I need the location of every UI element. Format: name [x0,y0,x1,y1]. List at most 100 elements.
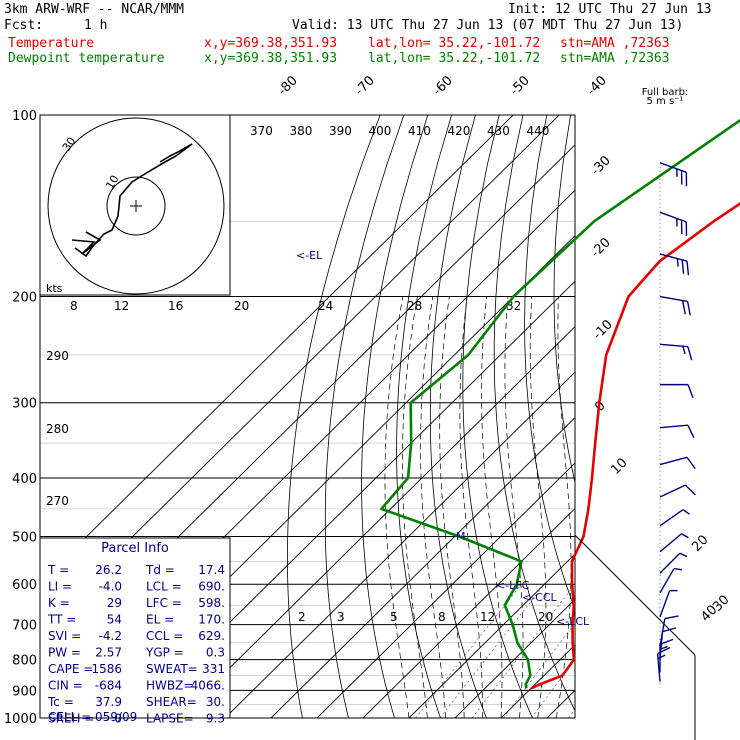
plot-frame [39,114,576,719]
valid-time: Valid: 13 UTC Thu 27 Jun 13 (07 MDT Thu … [292,18,684,33]
parcel-value: 26.2 [95,563,122,577]
isotherm-line [270,416,575,718]
mixing-ratio-label: 3 [337,610,345,624]
parcel-cell: CELL = 059/09 [48,710,137,724]
pressure-label-800: 800 [12,654,37,669]
dry-adiabat [524,115,575,611]
mixing-ratio-label: 32 [506,299,521,313]
dewpoint-latlon: lat,lon= 35.22,-101.72 [368,51,541,66]
ccl-annotation: <-CCL [522,591,558,604]
theta-label: 290 [46,349,69,363]
el-annotation: <-EL [296,249,323,262]
pressure-label-100: 100 [12,109,37,124]
mixing-ratio-label: 12 [480,610,495,624]
isotherm-line [132,280,575,718]
moist-adiabat [420,296,447,718]
parcel-value: 2.57 [95,646,122,660]
mixing-ratio-line [415,584,522,718]
theta-e-label: 410 [408,124,431,138]
mixing-ratio-label: 16 [168,299,183,313]
wind-barb [659,589,678,618]
wind-barb [659,638,674,673]
mixing-ratio-line [605,584,700,718]
pressure-label-400: 400 [12,472,37,487]
parcel-value: 4066. [191,679,225,693]
hodograph-ring [47,117,225,295]
mixing-ratio-label: 12 [114,299,129,313]
moist-adiabat [593,297,629,719]
parcel-info-title: Parcel Info [101,541,169,556]
temperature-xy: x,y=369.38,351.93 [204,36,338,51]
dewpoint-profile [380,118,740,689]
isotherm-label: -50 [507,73,533,99]
theta-e-label: 440 [527,124,550,138]
moist-adiabat [611,297,662,719]
moist-adiabat [529,296,547,718]
wind-barb [659,253,690,276]
dry-adiabat [462,115,533,718]
lfc-annotation: <-LFC [496,579,530,592]
wind-barb [659,162,688,187]
parcel-label: TT = [47,613,76,627]
dewpoint-xy: x,y=369.38,351.93 [204,51,338,66]
wind-barb [659,509,690,527]
dry-adiabat [324,115,405,718]
temperature-station: stn=AMA ,72363 [560,36,670,51]
parcel-label: CIN = [48,679,83,693]
parcel-label: LAPSE= [146,712,194,726]
pressure-label-300: 300 [12,397,37,412]
parcel-value: 331 [202,662,225,676]
hodograph-frame [39,114,231,296]
parcel-value: 0.3 [206,646,225,660]
parcel-info-frame [39,537,231,719]
parcel-value: -4.2 [99,629,122,643]
theta-e-label: 370 [250,124,273,138]
parcel-label: EL = [146,613,174,627]
isotherm-line [224,371,575,718]
parcel-value: 29 [107,596,122,610]
parcel-label: YGP = [145,646,184,660]
theta-e-label: 390 [329,124,352,138]
isotherm-line [454,598,575,718]
mixing-ratio-line [439,584,545,718]
theta-label: 270 [46,494,69,508]
wind-barb [659,343,693,361]
isotherm-label: -70 [352,73,378,99]
mixing-ratio-label: 2 [298,610,306,624]
parcel-label: K = [48,596,70,610]
parcel-label: SREH = [48,712,94,726]
mixing-ratio-label: 28 [407,299,422,313]
pressure-label-200: 200 [12,291,37,306]
parcel-label: CCL = [146,629,183,643]
dewpoint-station: stn=AMA ,72363 [560,51,670,66]
parcel-marker: M [456,530,466,543]
parcel-label: SWEAT= [146,662,198,676]
parcel-value: 598. [198,596,225,610]
dry-adiabat [553,115,575,485]
hodograph-ring [106,176,166,236]
pressure-label-900: 900 [12,684,37,699]
moist-adiabat [555,296,572,718]
temperature-legend: Temperature [8,36,95,51]
dry-adiabat [396,115,452,718]
parcel-value: 0 [114,712,122,726]
parcel-label: LFC = [146,596,182,610]
moist-adiabat [574,714,575,718]
parcel-label: T = [47,563,69,577]
theta-label: 280 [46,422,69,436]
temperature-profile [530,202,740,690]
parcel-label: LI = [48,580,72,594]
wind-barb [656,646,671,682]
barb-frame-edge [574,534,696,656]
parcel-value: 170. [198,613,225,627]
isotherm-label: -80 [275,73,301,99]
dry-adiabat [286,115,381,718]
wind-barb [659,456,696,470]
barb-header-value: 5 m s⁻¹ [647,96,684,107]
forecast-hour: 1 h [84,18,108,33]
isotherm-label: 20 [689,533,711,555]
wind-barb [659,484,696,498]
